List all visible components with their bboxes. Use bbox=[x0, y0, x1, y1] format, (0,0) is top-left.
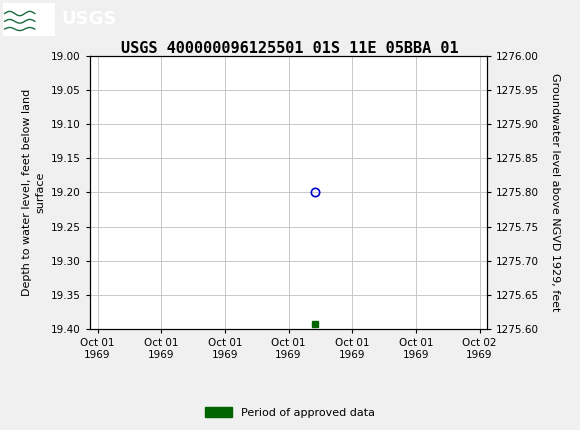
Text: USGS 400000096125501 01S 11E 05BBA 01: USGS 400000096125501 01S 11E 05BBA 01 bbox=[121, 41, 459, 56]
Y-axis label: Depth to water level, feet below land
surface: Depth to water level, feet below land su… bbox=[22, 89, 45, 296]
Legend: Period of approved data: Period of approved data bbox=[200, 403, 380, 422]
Text: USGS: USGS bbox=[61, 9, 116, 28]
FancyBboxPatch shape bbox=[3, 3, 55, 36]
Y-axis label: Groundwater level above NGVD 1929, feet: Groundwater level above NGVD 1929, feet bbox=[550, 73, 560, 312]
